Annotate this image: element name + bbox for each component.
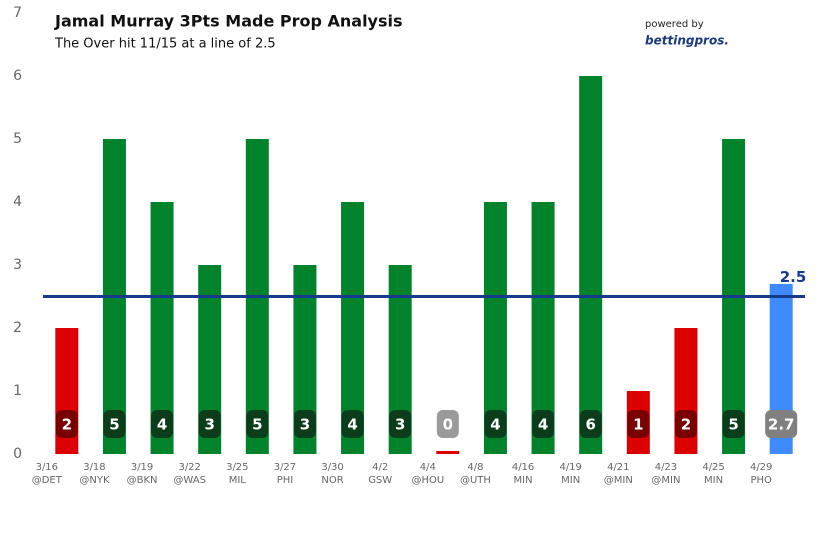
x-tick-sublabel: MIN [514, 475, 533, 486]
x-tick-label: 3/27 [274, 462, 296, 473]
value-label: 3 [395, 416, 405, 434]
value-label-box [579, 410, 602, 438]
value-label: 5 [728, 416, 738, 434]
value-label: 4 [490, 416, 500, 434]
value-label: 3 [204, 416, 214, 434]
x-tick-sublabel: NOR [321, 475, 343, 486]
value-label: 5 [109, 416, 119, 434]
x-tick-sublabel: @MIN [604, 475, 633, 486]
y-tick-label: 3 [13, 257, 22, 273]
value-label: 4 [347, 416, 357, 434]
x-tick-label: 4/21 [607, 462, 629, 473]
value-label: 4 [157, 416, 167, 434]
x-tick-sublabel: MIN [561, 475, 580, 486]
x-tick-sublabel: GSW [368, 475, 392, 486]
value-label-box [484, 410, 507, 438]
bar [531, 202, 555, 454]
x-tick-sublabel: MIL [229, 475, 247, 486]
value-label: 2 [62, 416, 72, 434]
reference-label: 2.5 [780, 268, 807, 286]
x-tick-label: 3/25 [226, 462, 248, 473]
bar [436, 451, 460, 454]
value-label: 2 [681, 416, 691, 434]
x-tick-label: 4/29 [750, 462, 772, 473]
x-tick-label: 3/30 [321, 462, 343, 473]
chart-title: Jamal Murray 3Pts Made Prop Analysis [54, 12, 403, 31]
y-tick-label: 4 [13, 194, 22, 210]
x-tick-label: 4/25 [702, 462, 724, 473]
value-label-box [103, 410, 126, 438]
x-tick-sublabel: @WAS [173, 475, 206, 486]
value-label-box [722, 410, 745, 438]
value-label-box [151, 410, 174, 438]
x-tick-sublabel: PHO [750, 475, 772, 486]
value-label-box [293, 410, 316, 438]
value-label: 5 [252, 416, 262, 434]
x-tick-label: 4/19 [559, 462, 581, 473]
value-label: 6 [585, 416, 595, 434]
bar [198, 265, 222, 454]
bar [579, 76, 603, 454]
bar [293, 265, 317, 454]
x-tick-label: 4/16 [512, 462, 534, 473]
value-label-box [532, 410, 555, 438]
bar [483, 202, 507, 454]
value-label: 3 [300, 416, 310, 434]
value-label-box [674, 410, 697, 438]
y-tick-label: 6 [13, 68, 22, 84]
x-tick-label: 3/22 [178, 462, 200, 473]
x-tick-sublabel: @MIN [651, 475, 680, 486]
x-tick-sublabel: @BKN [127, 475, 158, 486]
x-tick-sublabel: @NYK [79, 475, 110, 486]
x-tick-sublabel: @DET [32, 475, 63, 486]
bar [388, 265, 412, 454]
y-tick-label: 5 [13, 131, 22, 147]
value-label-box [627, 410, 650, 438]
value-label: 0 [443, 416, 453, 434]
x-tick-label: 4/23 [655, 462, 677, 473]
x-tick-label: 4/8 [467, 462, 483, 473]
x-tick-label: 3/19 [131, 462, 153, 473]
brand-name: bettingpros. [645, 34, 729, 48]
y-tick-label: 1 [13, 383, 22, 399]
value-label-box [765, 410, 798, 438]
x-tick-label: 3/18 [83, 462, 105, 473]
value-label-box [341, 410, 364, 438]
value-label: 2.7 [768, 416, 795, 434]
x-tick-label: 3/16 [36, 462, 58, 473]
y-tick-label: 2 [13, 320, 22, 336]
value-label-box [198, 410, 221, 438]
x-tick-sublabel: MIN [704, 475, 723, 486]
y-tick-label: 7 [13, 5, 22, 21]
y-tick-label: 0 [13, 446, 22, 462]
x-tick-label: 4/4 [420, 462, 436, 473]
chart-subtitle: The Over hit 11/15 at a line of 2.5 [54, 37, 276, 52]
bar [150, 202, 174, 454]
value-label: 1 [633, 416, 643, 434]
brand-prefix: powered by [645, 19, 704, 30]
x-tick-label: 4/2 [372, 462, 388, 473]
bar [341, 202, 365, 454]
x-tick-sublabel: @HOU [411, 475, 444, 486]
value-label-box [389, 410, 412, 438]
value-label-box [246, 410, 269, 438]
value-label-box [436, 410, 459, 438]
value-label: 4 [538, 416, 548, 434]
x-tick-sublabel: PHI [277, 475, 294, 486]
value-label-box [55, 410, 78, 438]
x-tick-sublabel: @UTH [460, 475, 491, 486]
